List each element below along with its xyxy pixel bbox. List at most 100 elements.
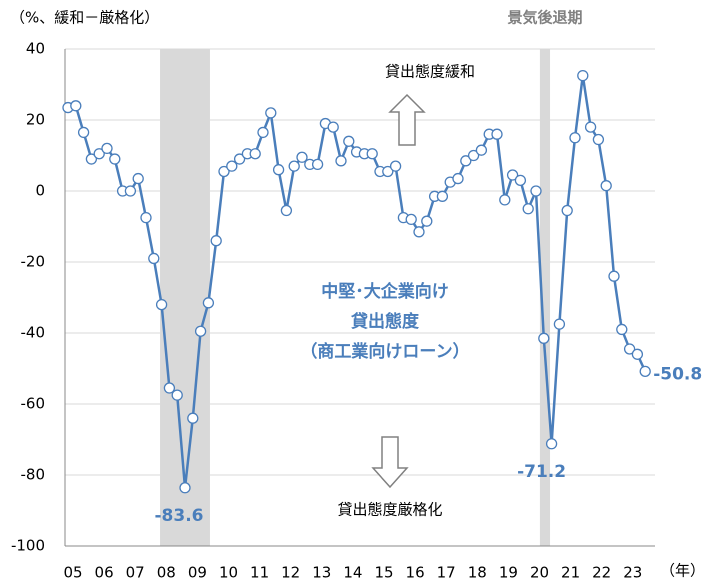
data-point [257, 126, 269, 139]
data-point [343, 135, 355, 147]
x-tick-label: 11 [250, 564, 269, 581]
x-tick-label: 07 [126, 564, 145, 581]
x-tick-label: 08 [157, 564, 176, 581]
data-point [70, 100, 82, 112]
data-point [600, 180, 612, 192]
data-point [140, 211, 152, 224]
data-point [163, 382, 176, 394]
data-point [553, 318, 566, 330]
data-point [460, 155, 472, 167]
x-tick-label: 10 [219, 564, 238, 581]
data-point [616, 323, 628, 336]
data-point [561, 204, 573, 217]
data-point [265, 107, 277, 119]
data-point [639, 365, 651, 377]
data-point [584, 121, 597, 133]
data-point [514, 174, 527, 187]
down-arrow [371, 436, 409, 489]
data-label: -83.6 [155, 506, 204, 526]
data-point [155, 298, 168, 311]
x-tick-label: 18 [468, 564, 487, 581]
y-tick-label: -20 [21, 253, 46, 271]
data-point [452, 172, 464, 185]
data-point [530, 185, 542, 197]
data-point [389, 160, 402, 172]
x-tick-label: 12 [281, 564, 300, 581]
data-point [592, 133, 605, 146]
x-tick-label: 16 [406, 564, 425, 581]
data-point [311, 158, 324, 171]
x-tick-label: 19 [499, 564, 518, 581]
x-tick-label: 15 [374, 564, 393, 581]
x-tick-label: 13 [312, 564, 331, 581]
data-point [538, 332, 550, 344]
y-axis-label: （%、緩和－厳格化） [10, 9, 159, 27]
annotation: 中堅･大企業向け [321, 281, 449, 302]
data-point [421, 215, 433, 227]
data-point [179, 482, 191, 494]
y-tick-label: -60 [21, 395, 46, 413]
y-tick-label: 20 [26, 111, 45, 129]
x-tick-label: 21 [561, 564, 580, 581]
x-tick-label: 14 [343, 564, 362, 581]
y-tick-label: -80 [21, 466, 46, 484]
data-point [85, 153, 98, 165]
data-point [296, 151, 308, 163]
data-point [109, 153, 121, 165]
data-point [202, 297, 215, 309]
annotation: 貸出態度厳格化 [337, 501, 442, 519]
data-point [405, 213, 417, 226]
data-point [124, 185, 137, 197]
x-tick-label: 23 [623, 564, 642, 581]
y-tick-label: -100 [11, 537, 45, 555]
x-unit-label: （年） [660, 562, 705, 580]
data-point [499, 194, 511, 206]
data-point [569, 132, 581, 144]
x-tick-label: 09 [188, 564, 207, 581]
annotation: 貸出態度 [350, 311, 420, 332]
data-point [475, 144, 488, 156]
data-point [577, 69, 589, 82]
data-point [171, 389, 183, 401]
data-point [327, 121, 339, 133]
data-point [366, 148, 378, 160]
data-point [132, 172, 144, 185]
data-point [413, 226, 425, 238]
data-point [506, 169, 519, 181]
data-point [436, 190, 449, 202]
data-point [210, 235, 222, 247]
data-point [382, 165, 394, 178]
data-point [77, 126, 90, 139]
data-point [288, 160, 300, 172]
x-tick-label: 20 [530, 564, 549, 581]
data-point [623, 343, 636, 355]
y-tick-label: 0 [35, 182, 45, 200]
data-point [226, 160, 238, 172]
data-label: -71.2 [517, 462, 566, 482]
data-point [148, 252, 160, 265]
data-point [491, 128, 503, 140]
recession-band [539, 49, 551, 546]
data-point [194, 325, 207, 337]
annotation: （商工業向けローン） [300, 341, 469, 362]
x-tick-label: 22 [592, 564, 611, 581]
data-point [545, 438, 558, 450]
data-point [101, 142, 113, 155]
y-tick-label: 40 [26, 40, 45, 58]
up-arrow [388, 93, 426, 146]
data-point [249, 148, 261, 160]
recession-band [160, 49, 210, 546]
data-point [608, 270, 620, 282]
recession-label: 景気後退期 [507, 9, 582, 27]
x-tick-label: 06 [95, 564, 114, 581]
x-tick-label: 05 [63, 564, 82, 581]
data-point [467, 149, 480, 162]
data-point [233, 153, 246, 165]
y-tick-label: -40 [21, 324, 46, 342]
data-point [335, 155, 347, 167]
annotation: 貸出態度緩和 [385, 63, 475, 81]
data-point [280, 204, 293, 217]
data-label: -50.8 [653, 364, 702, 384]
data-point [187, 412, 199, 424]
